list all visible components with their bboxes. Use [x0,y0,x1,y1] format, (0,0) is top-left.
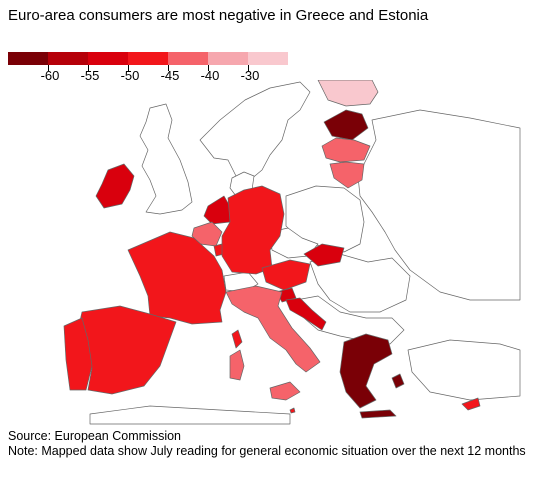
region-netherlands [203,195,233,225]
legend-label: -55 [80,68,100,83]
region-crete [359,409,397,419]
region-turkey [407,339,521,401]
region-latvia [321,137,371,163]
region-slovakia [303,243,345,267]
legend-swatch-6 [208,52,248,65]
region-sicily [269,381,301,401]
region-estonia [323,109,369,141]
region-scandinavia [199,81,311,181]
legend-label: -30 [240,68,260,83]
region-croatia [285,297,327,331]
chart-title: Euro-area consumers are most negative in… [8,7,429,24]
region-finland [317,80,379,107]
region-greece [339,333,393,409]
legend-tick [128,65,129,71]
legend-label: -50 [120,68,140,83]
europe-map [63,80,521,425]
region-sardinia [229,349,245,381]
region-malta [289,407,296,414]
legend-swatch-1 [8,52,48,65]
region-portugal [63,317,93,391]
legend-label: -45 [160,68,180,83]
region-greek-islands [391,373,405,389]
data-note: Note: Mapped data show July reading for … [8,444,526,458]
legend-tick [208,65,209,71]
region-hungary-romania [309,253,411,313]
region-north-africa [89,405,291,425]
legend-tick [88,65,89,71]
region-germany [221,185,285,275]
chart-footer: Source: European Commission Note: Mapped… [8,429,528,459]
source-note: Source: European Commission [8,429,181,443]
region-lithuania [329,161,365,189]
region-great-britain [139,103,193,215]
legend-tick [248,65,249,71]
region-ireland [95,163,135,209]
legend-swatch-7 [248,52,288,65]
legend-swatch-4 [128,52,168,65]
legend-swatch-5 [168,52,208,65]
legend-label: -60 [40,68,60,83]
region-spain [77,305,177,395]
legend-tick [168,65,169,71]
region-balkans [295,295,405,345]
region-cyprus [461,397,481,411]
color-legend: -60 -55 -50 -45 -40 -30 [8,52,290,96]
legend-tick [48,65,49,71]
region-austria [261,259,311,291]
region-france [127,231,227,325]
legend-swatch-2 [48,52,88,65]
legend-label: -40 [200,68,220,83]
legend-swatch-3 [88,52,128,65]
region-corsica [231,329,243,349]
region-italy [225,285,321,373]
